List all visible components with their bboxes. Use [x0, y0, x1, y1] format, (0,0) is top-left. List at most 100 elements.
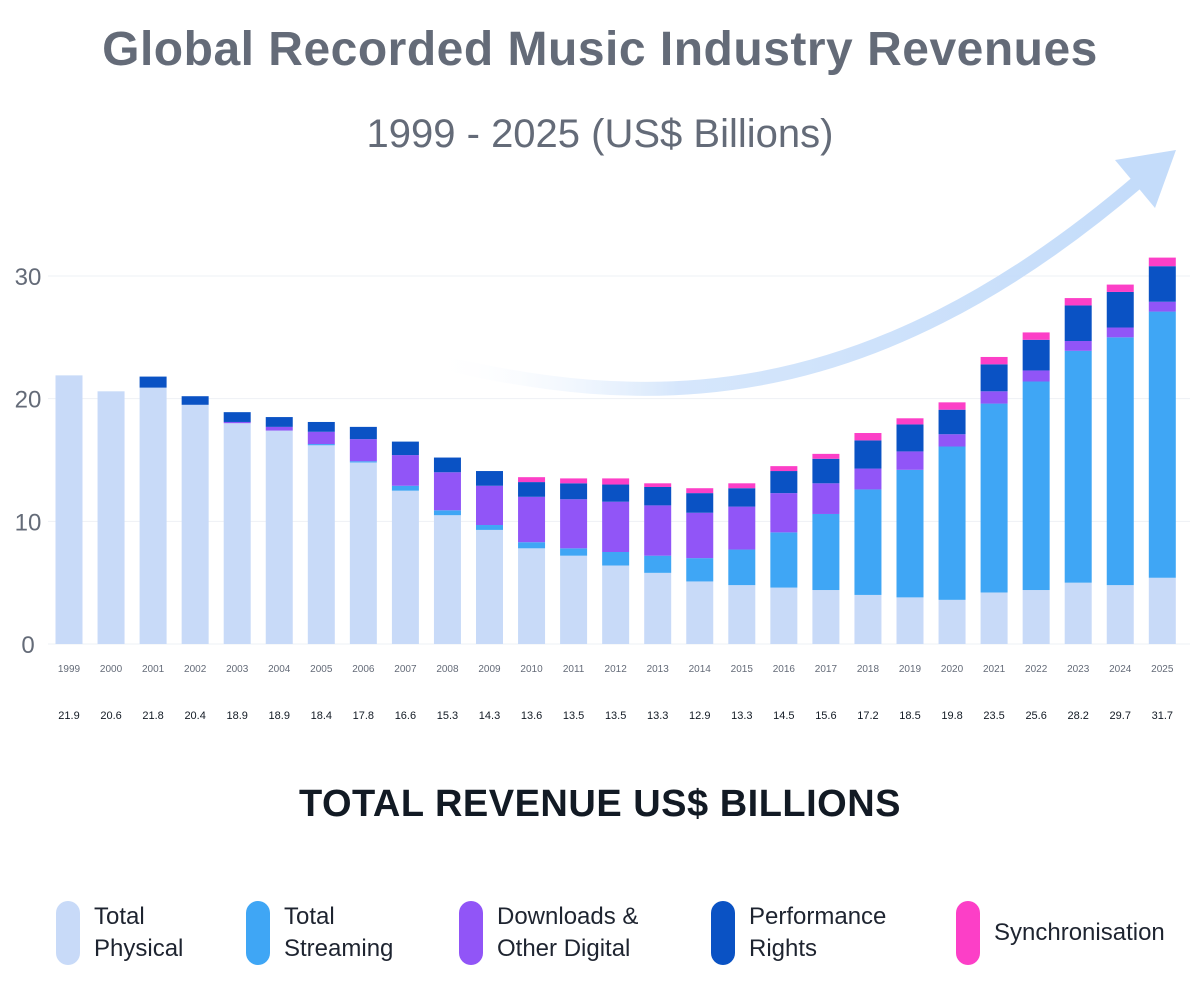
x-tick-label: 2024 [1109, 664, 1132, 675]
bar-segment-performance [139, 376, 167, 388]
total-value-label: 20.4 [184, 710, 205, 722]
bar-segment-streaming [476, 525, 503, 530]
bar-stack-2006 [349, 426, 377, 644]
bar-segment-sync [854, 433, 882, 441]
bar-segment-sync [980, 356, 1008, 365]
bar-segment-sync [644, 483, 672, 487]
bar-stack-2025 [1148, 257, 1176, 644]
bar-segment-physical [55, 375, 83, 644]
bar-segment-physical [560, 555, 588, 644]
bar-segment-downloads [770, 493, 798, 533]
x-tick-label: 2018 [857, 664, 880, 675]
bar-segment-performance [896, 424, 924, 452]
bar-segment-sync [770, 466, 798, 472]
bar-segment-physical [602, 565, 630, 644]
bar-segment-performance [812, 458, 840, 484]
bar-segment-sync [728, 483, 756, 489]
legend-swatch-downloads [459, 901, 483, 965]
total-value-label: 20.6 [100, 710, 121, 722]
legend-swatch-sync [956, 901, 980, 965]
y-tick-label: 0 [21, 632, 34, 659]
x-tick-label: 2005 [310, 664, 333, 675]
bar-segment-physical [644, 572, 672, 644]
bar-stack-2010 [518, 477, 546, 644]
bar-segment-performance [770, 471, 798, 494]
bar-segment-performance [602, 484, 630, 502]
bar-segment-physical [265, 430, 293, 644]
x-tick-label: 2013 [647, 664, 670, 675]
bar-segment-streaming [307, 444, 335, 446]
bar-segment-performance [1106, 291, 1134, 328]
legend-swatch-performance [711, 901, 735, 965]
bar-segment-downloads [560, 499, 588, 549]
bar-segment-streaming [349, 461, 377, 463]
total-value-label: 18.9 [269, 710, 290, 722]
bar-segment-physical [686, 581, 714, 644]
bar-stack-2005 [307, 421, 335, 644]
bar-stack-2024 [1106, 284, 1134, 644]
bar-stack-1999 [55, 375, 83, 644]
legend-label-sync: Synchronisation [994, 919, 1165, 946]
bar-segment-streaming [1106, 337, 1134, 586]
x-tick-label: 2002 [184, 664, 207, 675]
bar-segment-performance [728, 488, 756, 507]
bar-segment-physical [518, 548, 546, 644]
bar-segment-performance [560, 483, 588, 500]
bar-segment-sync [812, 453, 840, 459]
total-value-label: 18.9 [226, 710, 247, 722]
bar-segment-streaming [1148, 311, 1176, 578]
x-tick-label: 2011 [563, 664, 585, 675]
bar-segment-streaming [560, 548, 588, 556]
x-tick-label: 2016 [773, 664, 796, 675]
x-tick-label: 2007 [394, 664, 417, 675]
bar-segment-performance [1022, 339, 1050, 371]
bar-segment-streaming [1064, 350, 1092, 583]
bar-segment-performance [1148, 266, 1176, 302]
y-tick-label: 10 [15, 509, 42, 536]
bar-stack-2019 [896, 418, 924, 644]
bar-segment-physical [728, 585, 756, 644]
bar-segment-physical [476, 529, 503, 644]
chart-subtitle: 1999 - 2025 (US$ Billions) [366, 112, 834, 156]
bar-segment-downloads [686, 512, 714, 559]
bar-segment-performance [644, 486, 672, 506]
total-value-label: 21.8 [142, 710, 163, 722]
total-value-label: 16.6 [395, 710, 416, 722]
bar-segment-downloads [1022, 370, 1050, 382]
bar-stack-2022 [1022, 332, 1050, 644]
x-tick-label: 2006 [352, 664, 375, 675]
bar-segment-physical [812, 590, 840, 644]
bar-segment-streaming [644, 555, 672, 573]
totals-heading: TOTAL REVENUE US$ BILLIONS [298, 783, 902, 825]
stacked-bar-chart: 0 10 20 30 1999 21.9 2000 20.6 2001 21.8 2002 20.4… [15, 150, 1190, 722]
bar-segment-performance [307, 421, 335, 432]
total-value-label: 15.3 [437, 710, 458, 722]
bar-segment-performance [686, 493, 714, 513]
total-value-label: 13.3 [647, 710, 668, 722]
bar-segment-sync [938, 402, 966, 410]
bar-segment-sync [1022, 332, 1050, 340]
bar-stack-2017 [812, 453, 840, 644]
total-value-label: 25.6 [1025, 710, 1046, 722]
bar-segment-performance [391, 441, 419, 456]
bar-segment-sync [1148, 257, 1176, 267]
total-value-label: 14.5 [773, 710, 794, 722]
bar-stack-2001 [139, 376, 167, 644]
bar-stack-2023 [1064, 298, 1092, 644]
growth-arrow-shaft [423, 173, 1147, 396]
bar-segment-physical [896, 597, 924, 644]
bar-stack-2007 [391, 441, 419, 644]
legend-item-streaming: Total Streaming [246, 898, 393, 968]
x-tick-label: 2003 [226, 664, 249, 675]
x-tick-label: 2009 [478, 664, 501, 675]
bar-segment-streaming [854, 489, 882, 595]
chart-title: Global Recorded Music Industry Revenues [102, 23, 1098, 76]
bar-segment-downloads [307, 431, 335, 445]
x-tick-label: 2012 [605, 664, 628, 675]
bar-segment-downloads [1148, 301, 1176, 312]
growth-arrow-head [1115, 150, 1176, 208]
bar-segment-physical [1064, 582, 1092, 644]
y-tick-label: 20 [15, 387, 42, 414]
x-tick-label: 2008 [436, 664, 459, 675]
bar-segment-downloads [854, 468, 882, 490]
